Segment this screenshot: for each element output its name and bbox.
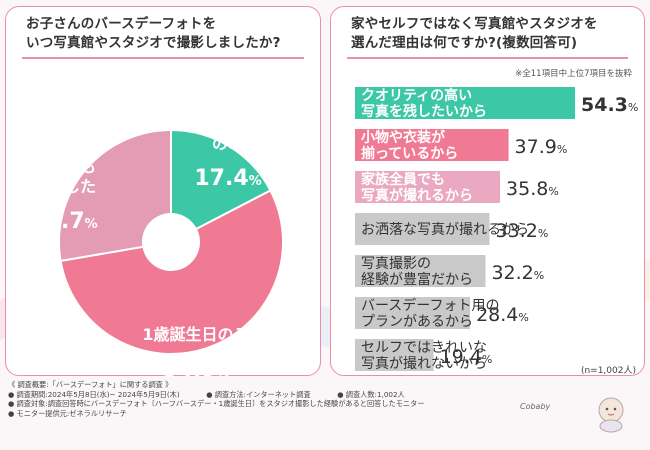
donut-slice-2 — [59, 189, 284, 355]
bar-label-4: お洒落な写真が撮れるから — [361, 221, 529, 238]
bar-value-4: 33.2% — [496, 220, 549, 242]
bar-5 — [355, 255, 486, 287]
bar-value-2: 37.9% — [515, 136, 568, 158]
bar-label-6: プランがあるから — [361, 314, 473, 330]
right-question-line2: 選んだ理由は何ですか?(複数回答可) — [351, 35, 578, 51]
right-divider — [347, 57, 628, 59]
survey-footer: 《 調査概要:「バースデーフォト」に関する調査 》 ● 調査期間:2024年5月… — [8, 380, 528, 418]
donut-value: 27.7% — [30, 209, 97, 234]
left-panel: お子さんのバースデーフォトを いつ写真館やスタジオで撮影しましたか? ハーフバー… — [5, 6, 321, 377]
footer-method: ● 調査方法:インターネット調査 — [206, 389, 311, 399]
bar-label-3: 家族全員でも — [361, 171, 445, 188]
bar-value-6: 28.4% — [476, 304, 529, 326]
bar-1 — [355, 87, 575, 119]
bar-label-2: 揃っているから — [361, 145, 458, 162]
donut-label-text: 撮影した — [32, 177, 96, 196]
bar-6 — [355, 297, 471, 329]
bar-label-1: クオリティの高い — [361, 87, 472, 104]
brand-logo: Cobaby — [520, 402, 551, 411]
right-panel: 家やセルフではなく写真館やスタジオを 選んだ理由は何ですか?(複数回答可) ※全… — [330, 6, 645, 376]
footer-line1: 《 調査概要:「バースデーフォト」に関する調査 》 — [8, 380, 173, 389]
note-top: ※全11項目中上位7項目を抜粋 — [515, 69, 632, 79]
donut-label-text: 1歳誕生日のみ — [142, 325, 249, 344]
footer-line3: ● 調査対象:調査回答時にバースデーフォト〔ハーフバースデー・1歳誕生日〕をスタ… — [8, 399, 425, 409]
left-question-line1: お子さんのバースデーフォトを — [26, 16, 217, 32]
left-question-line2: いつ写真館やスタジオで撮影しましたか? — [26, 35, 281, 51]
bar-label-5: 経験が豊富だから — [361, 271, 473, 288]
footer-line2: ● 調査期間:2024年5月8日(水)~ 2024年5月9日(木) ● 調査方法… — [8, 390, 528, 400]
donut-label-text: ハーフバースデー — [165, 114, 291, 133]
sample-size: (n=1,002人) — [580, 366, 636, 376]
bar-4 — [355, 213, 490, 245]
bar-label-7: セルフではきれいな — [361, 340, 487, 356]
bar-label-1: 写真を残したいから — [361, 103, 487, 120]
bar-label-3: 写真が撮れるから — [361, 187, 473, 204]
right-question: 家やセルフではなく写真館やスタジオを 選んだ理由は何ですか?(複数回答可) — [351, 15, 632, 53]
bar-2 — [355, 129, 509, 161]
donut-label-text: どちらも — [32, 157, 96, 176]
donut-label-text: のみ — [212, 134, 244, 153]
bar-value-7: 19.4% — [440, 346, 493, 368]
footer-period: ● 調査期間:2024年5月8日(水)~ 2024年5月9日(木) — [8, 389, 180, 399]
right-question-line1: 家やセルフではなく写真館やスタジオを — [351, 16, 598, 32]
donut-label-2: 1歳誕生日のみ 54.9% — [142, 325, 249, 377]
bar-7 — [355, 339, 434, 371]
donut-hole — [143, 214, 199, 270]
footer-line4: ● モニター提供元:ゼネラルリサーチ — [8, 408, 127, 418]
footer-count: ● 調査人数:1,002人 — [337, 389, 405, 399]
bar-label-5: 写真撮影の — [361, 255, 431, 272]
donut-value: 17.4% — [194, 166, 261, 191]
bar-label-6: バースデーフォト用の — [361, 297, 499, 314]
left-divider — [22, 57, 304, 59]
baby-mascot-icon — [598, 397, 624, 433]
bar-label-7: 写真が撮れないから — [361, 355, 487, 372]
bar-label-2: 小物や衣装が — [361, 129, 446, 146]
bar-value-3: 35.8% — [506, 178, 559, 200]
donut-value: 54.9% — [162, 357, 229, 377]
left-question: お子さんのバースデーフォトを いつ写真館やスタジオで撮影しましたか? — [26, 15, 308, 53]
bar-3 — [355, 171, 501, 203]
bar-value-5: 32.2% — [491, 262, 544, 284]
bar-value-1: 54.3% — [581, 94, 638, 116]
